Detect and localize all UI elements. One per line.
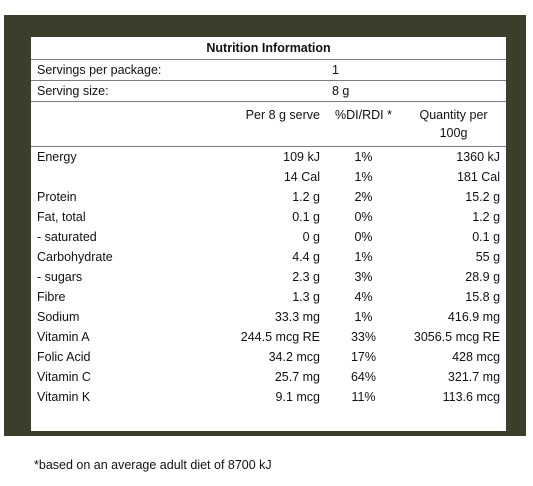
per-100g-value: 428 mcg [452,350,501,364]
di-value: 33% [350,330,377,344]
nutrient-name: Carbohydrate [37,250,113,264]
table-row: - sugars 2.3 g 3% 28.9 g [31,267,506,287]
di-value: 3% [354,270,373,284]
table-row: Sodium 33.3 mg 1% 416.9 mg [31,307,506,327]
per-100g-value: 55 g [475,250,501,264]
servings-label: Servings per package: [31,59,326,81]
per-serve-value: 34.2 mcg [268,350,320,364]
per-100g-value: 1360 kJ [456,150,501,164]
per-100g-value: 15.8 g [465,290,501,304]
nutrition-table: Nutrition Information Servings per packa… [31,37,507,407]
table-row: Protein 1.2 g 2% 15.2 g [31,187,506,207]
di-value: 0% [354,230,373,244]
nutrition-panel-frame: Nutrition Information Servings per packa… [4,15,526,436]
serving-size-label: Serving size: [31,80,326,102]
header-per-100g: Quantity per 100g [401,101,507,147]
nutrient-name: Vitamin K [37,390,91,404]
per-serve-value: 14 Cal [283,170,320,184]
nutrient-name: Vitamin A [37,330,90,344]
table-row: 14 Cal 1% 181 Cal [31,167,506,187]
nutrient-name: Fat, total [37,210,86,224]
per-100g-value: 28.9 g [465,270,501,284]
per-serve-value: 4.4 g [292,250,320,264]
per-serve-value: 0 g [302,230,320,244]
di-value: 4% [354,290,373,304]
per-100g-value: 113.6 mcg [442,390,501,404]
nutrient-name: Sodium [37,310,80,324]
per-serve-value: 9.1 mcg [275,390,320,404]
per-serve-value: 33.3 mg [274,310,320,324]
di-value: 11% [351,390,376,404]
footnote: *based on an average adult diet of 8700 … [34,458,272,472]
table-row: Vitamin C 25.7 mg 64% 321.7 mg [31,367,506,387]
table-row: Fibre 1.3 g 4% 15.8 g [31,287,506,307]
nutrition-panel: Nutrition Information Servings per packa… [31,37,507,431]
header-per-serve: Per 8 g serve [219,101,326,147]
table-row: Fat, total 0.1 g 0% 1.2 g [31,207,506,227]
table-row: Energy 109 kJ 1% 1360 kJ [31,147,506,168]
nutrient-name: Vitamin C [37,370,91,384]
nutrient-name: Energy [37,150,77,164]
di-value: 1% [354,310,373,324]
nutrient-name: - sugars [37,270,83,284]
nutrient-name [31,167,219,187]
header-di: %DI/RDI * [326,101,401,147]
per-100g-value: 416.9 mg [447,310,501,324]
per-100g-value: 3056.5 mcg RE [413,330,501,344]
servings-value: 1 [326,59,507,81]
di-value: 2% [354,190,373,204]
per-serve-value: 109 kJ [283,150,320,164]
per-serve-value: 25.7 mg [274,370,320,384]
table-row: - saturated 0 g 0% 0.1 g [31,227,506,247]
nutrient-name: Folic Acid [37,350,91,364]
per-100g-value: 15.2 g [465,190,501,204]
table-row: Folic Acid 34.2 mcg 17% 428 mcg [31,347,506,367]
servings-row: Servings per package: 1 [31,59,507,81]
di-value: 17% [350,350,377,364]
table-title-row: Nutrition Information [31,37,507,60]
per-100g-value: 1.2 g [472,210,501,224]
di-value: 0% [354,210,373,224]
per-serve-value: 2.3 g [292,270,320,284]
di-value: 1% [354,170,373,184]
column-header-row: Per 8 g serve %DI/RDI * Quantity per 100… [31,101,507,147]
nutrient-name: Protein [37,190,77,204]
di-value: 1% [354,150,373,164]
table-title: Nutrition Information [31,37,507,60]
di-value: 1% [354,250,373,264]
serving-size-value: 8 g [326,80,507,102]
nutrient-name: Fibre [37,290,66,304]
per-serve-value: 1.3 g [292,290,320,304]
table-row: Vitamin A 244.5 mcg RE 33% 3056.5 mcg RE [31,327,506,347]
per-serve-value: 244.5 mcg RE [240,330,320,344]
header-nutrient [31,101,219,147]
per-serve-value: 1.2 g [292,190,320,204]
per-100g-value: 0.1 g [472,230,501,244]
per-100g-value: 181 Cal [456,170,501,184]
table-row: Carbohydrate 4.4 g 1% 55 g [31,247,506,267]
per-100g-value: 321.7 mg [447,370,501,384]
serving-size-row: Serving size: 8 g [31,80,507,102]
di-value: 64% [350,370,377,384]
per-serve-value: 0.1 g [292,210,320,224]
nutrient-name: - saturated [37,230,97,244]
table-row: Vitamin K 9.1 mcg 11% 113.6 mcg [31,387,506,407]
